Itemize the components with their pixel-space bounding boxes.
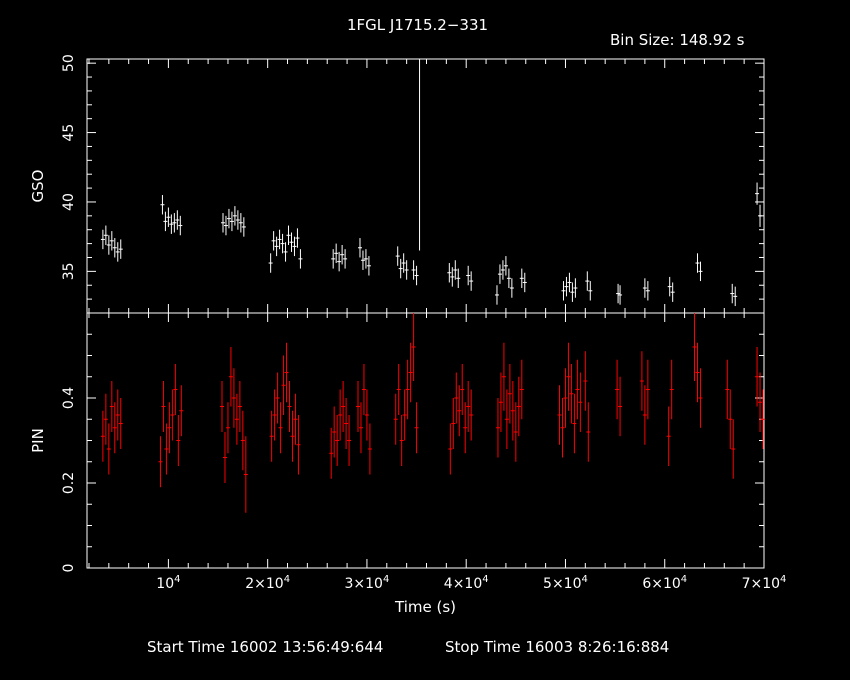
x-tick-label: 104 — [156, 574, 180, 592]
top-frame — [86, 58, 765, 314]
start-time-label: Start Time 16002 13:56:49:644 — [147, 638, 384, 656]
x-tick-label: 2×104 — [245, 574, 290, 592]
bottom-frame — [86, 312, 765, 569]
bin-size-label: Bin Size: 148.92 s — [610, 31, 745, 49]
x-tick-label: 6×104 — [642, 574, 687, 592]
y-tick-label: 0 — [61, 564, 77, 573]
y-tick-label: 45 — [61, 124, 77, 142]
y-tick-label: 0.4 — [61, 387, 77, 409]
x-tick-label: 4×104 — [444, 574, 489, 592]
y-tick-label: 0.2 — [61, 472, 77, 494]
chart-title: 1FGL J1715.2−331 — [347, 16, 489, 34]
bottom-ylabel: PIN — [29, 428, 47, 453]
top-ylabel: GSO — [29, 170, 47, 203]
y-tick-label: 50 — [61, 54, 77, 72]
x-tick-label: 5×104 — [543, 574, 588, 592]
x-tick-label: 7×104 — [742, 574, 787, 592]
x-tick-label: 3×104 — [345, 574, 390, 592]
stop-time-label: Stop Time 16003 8:26:16:884 — [445, 638, 670, 656]
y-tick-label: 35 — [61, 262, 77, 280]
x-axis-label: Time (s) — [394, 598, 456, 616]
pin-panel: 0 0.2 0.4 PIN 104 2×104 3×104 4×104 5×104 6×104 7×… — [29, 312, 787, 616]
y-tick-label: 40 — [61, 193, 77, 211]
gso-panel: 35 40 45 50 GSO — [29, 54, 765, 314]
